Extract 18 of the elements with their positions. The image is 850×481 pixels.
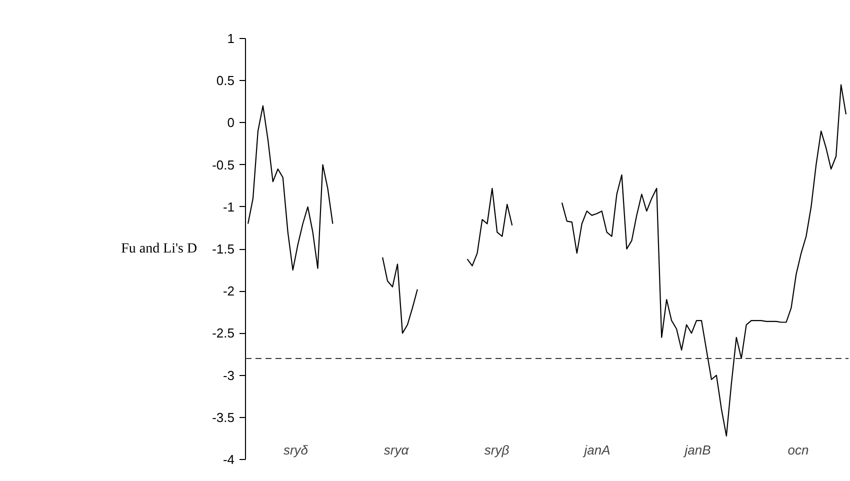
- y-tick-label: -4: [222, 452, 235, 467]
- y-tick-label: -1.5: [212, 242, 235, 256]
- annotation: sryδ: [283, 442, 309, 458]
- y-tick-label: -3: [222, 368, 235, 383]
- y-tick-label: -3.5: [212, 410, 235, 425]
- y-tick-label: 0.5: [216, 73, 235, 88]
- annotation: janA: [582, 442, 610, 458]
- annotation: janB: [682, 442, 712, 458]
- y-tick-label: -2: [222, 284, 235, 299]
- annotation: sryα: [384, 442, 410, 458]
- y-tick-label: 1: [227, 31, 235, 46]
- annotation: sryβ: [484, 442, 510, 458]
- y-tick-label: -0.5: [212, 157, 235, 172]
- y-axis-title: Fu and Li's D: [121, 242, 198, 256]
- y-tick-label: -1: [222, 199, 235, 214]
- annotation: ocn: [788, 442, 809, 458]
- y-tick-label: 0: [227, 115, 235, 130]
- y-tick-label: -2.5: [212, 326, 235, 341]
